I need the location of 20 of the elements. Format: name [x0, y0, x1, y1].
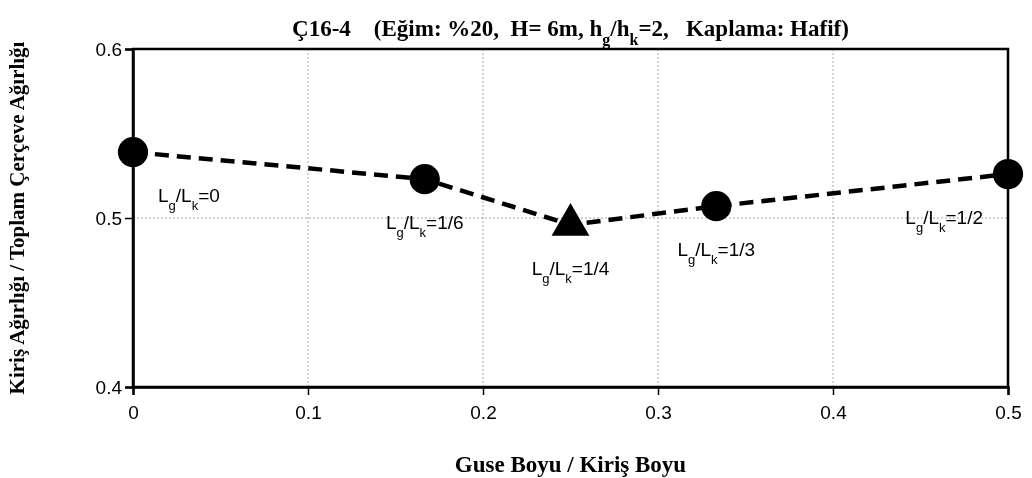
x-axis-title: Guse Boyu / Kiriş Boyu [454, 452, 687, 477]
point [117, 136, 149, 168]
x-tick-label: 0.3 [645, 401, 672, 423]
x-tick-label: 0.2 [470, 401, 497, 423]
annotation: L$_{g}$/L$_{k}$=0 [158, 185, 220, 213]
annotation: L$_{g}$/L$_{k}$=1/4 [531, 257, 610, 286]
y-tick-label: 0.5 [95, 207, 122, 229]
point [992, 158, 1024, 190]
annotation: L$_{g}$/L$_{k}$=1/2 [905, 207, 983, 235]
y-tick-label: 0.4 [95, 376, 123, 398]
y-tick-label: 0.6 [95, 38, 122, 60]
annotation: L$_{g}$/L$_{k}$=1/3 [677, 239, 756, 267]
x-tick-label: 0.4 [820, 401, 848, 423]
x-tick-label: 0.5 [995, 401, 1022, 423]
point [409, 164, 440, 195]
x-tick-label: 0 [128, 401, 139, 423]
annotation: L$_{g}$/L$_{k}$=1/6 [385, 212, 464, 240]
point [701, 191, 732, 222]
y-axis-title: Kiriş Ağırlığı / Toplam Çerçeve Ağırlığı [5, 41, 29, 395]
x-tick-label: 0.1 [295, 401, 322, 423]
